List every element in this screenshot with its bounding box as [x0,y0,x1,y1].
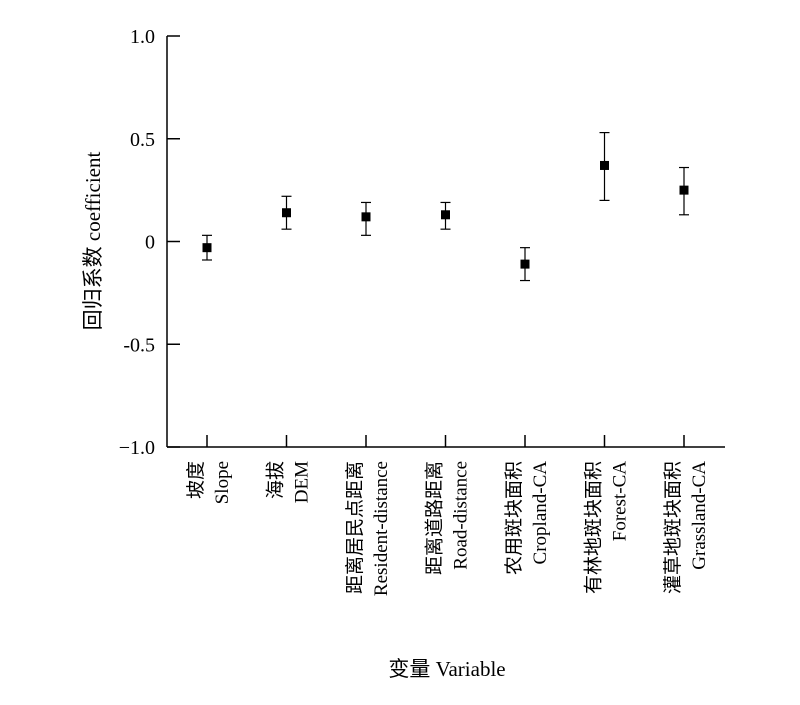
data-point [361,212,371,222]
x-category-label-en: Road-distance [451,461,472,570]
x-category-labels: 坡度 Slope 海拔 DEM 距离居民点距离 Resident-distance 距离道路… [185,461,710,596]
x-axis-title: 变量 Variable [388,657,505,681]
x-category-label-zh: 距离道路距离 [424,461,446,575]
axes [166,36,725,448]
x-category-label-en: DEM [292,461,313,503]
x-category-label-en: Grassland-CA [689,461,710,570]
data-marks [202,131,689,282]
data-point [520,259,530,269]
y-tick-label: 0.5 [130,129,155,151]
x-category-label-zh: 海拔 [265,461,287,499]
data-point [441,210,450,220]
y-tick-label: 1.0 [130,26,155,48]
y-tick-label: −1.0 [119,437,155,459]
x-category-label-en: Cropland-CA [530,461,551,565]
x-category-label-en: Resident-distance [371,461,392,596]
y-tick-label: 0 [145,232,155,254]
x-category-label-zh: 灌草地斑块面积 [662,461,684,594]
x-category-label-zh: 有林地斑块面积 [583,461,605,594]
y-axis-title: 回归系数 coefficient [81,152,105,331]
x-category-label-zh: 农用斑块面积 [503,461,525,575]
x-category-label-zh: 坡度 [185,461,207,499]
x-category-label-zh: 距离居民点距离 [344,461,366,594]
x-category-label-en: Forest-CA [610,461,631,542]
y-tick-label: -0.5 [123,334,155,356]
data-point [679,185,689,195]
x-category-label-en: Slope [212,461,233,504]
data-point [282,208,291,218]
data-point [202,243,212,253]
data-point [600,160,609,170]
y-ticks: 1.0 0.5 0 -0.5 −1.0 [119,26,180,459]
